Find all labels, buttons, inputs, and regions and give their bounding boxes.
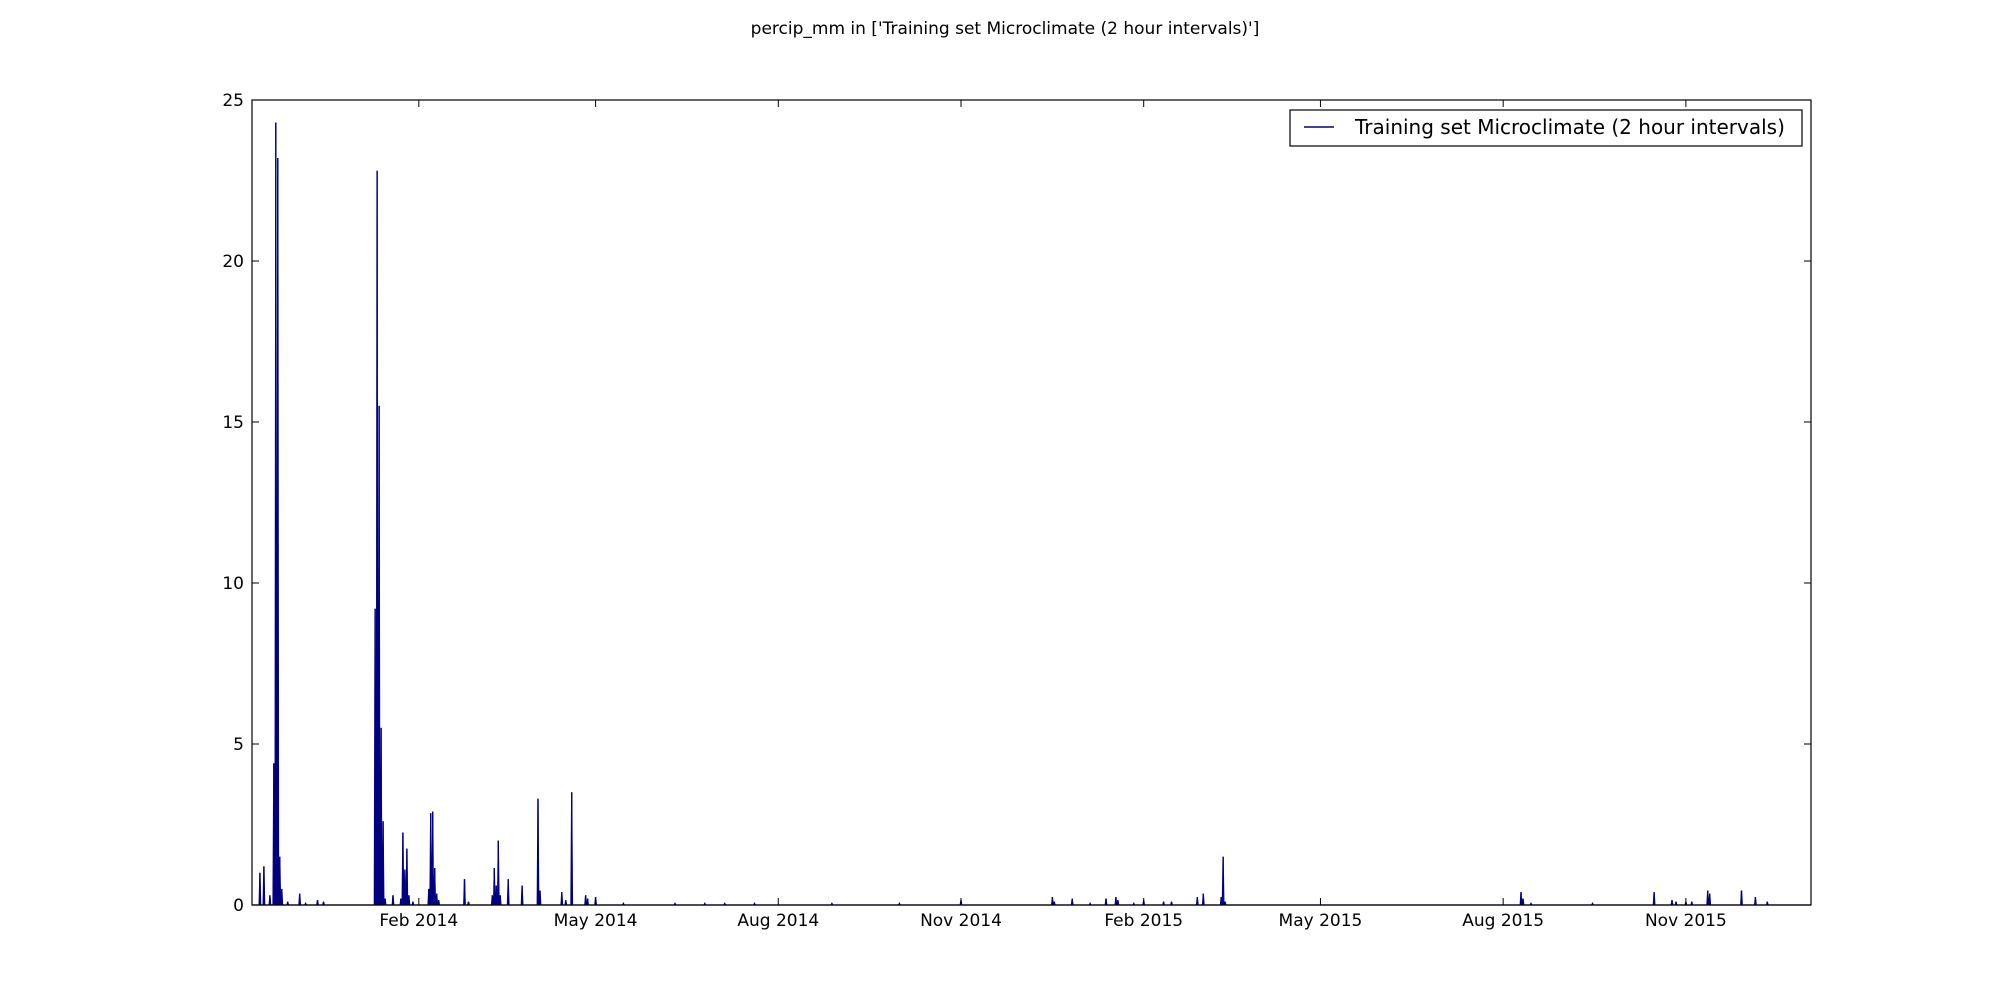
plot-frame bbox=[251, 99, 1812, 906]
series-line-0 bbox=[252, 122, 1811, 906]
legend-label: Training set Microclimate (2 hour interv… bbox=[1354, 115, 1785, 139]
legend: Training set Microclimate (2 hour interv… bbox=[1289, 109, 1803, 147]
x-tick-label: Feb 2014 bbox=[379, 911, 458, 931]
y-tick-label: 5 bbox=[233, 735, 244, 755]
x-tick-label: May 2015 bbox=[1279, 911, 1363, 931]
y-tick-label: 15 bbox=[222, 413, 244, 433]
chart-title: percip_mm in ['Training set Microclimate… bbox=[751, 19, 1260, 39]
axes-layer: 0 5 10 15 20 25 Feb 2014 May 2014 Aug 2014 Nov 20… bbox=[222, 91, 1811, 931]
x-tick-label: Nov 2014 bbox=[920, 911, 1002, 931]
x-tick-label: May 2014 bbox=[554, 911, 638, 931]
y-tick-label: 25 bbox=[222, 91, 244, 111]
series-layer bbox=[252, 122, 1811, 906]
y-tick-label: 0 bbox=[233, 896, 244, 916]
x-tick-label: Aug 2015 bbox=[1462, 911, 1544, 931]
y-tick-label: 10 bbox=[222, 574, 244, 594]
y-tick-label: 20 bbox=[222, 252, 244, 272]
x-tick-label: Feb 2015 bbox=[1104, 911, 1183, 931]
legend-box bbox=[1289, 109, 1803, 147]
x-tick-label: Nov 2015 bbox=[1645, 911, 1727, 931]
x-tick-label: Aug 2014 bbox=[737, 911, 819, 931]
